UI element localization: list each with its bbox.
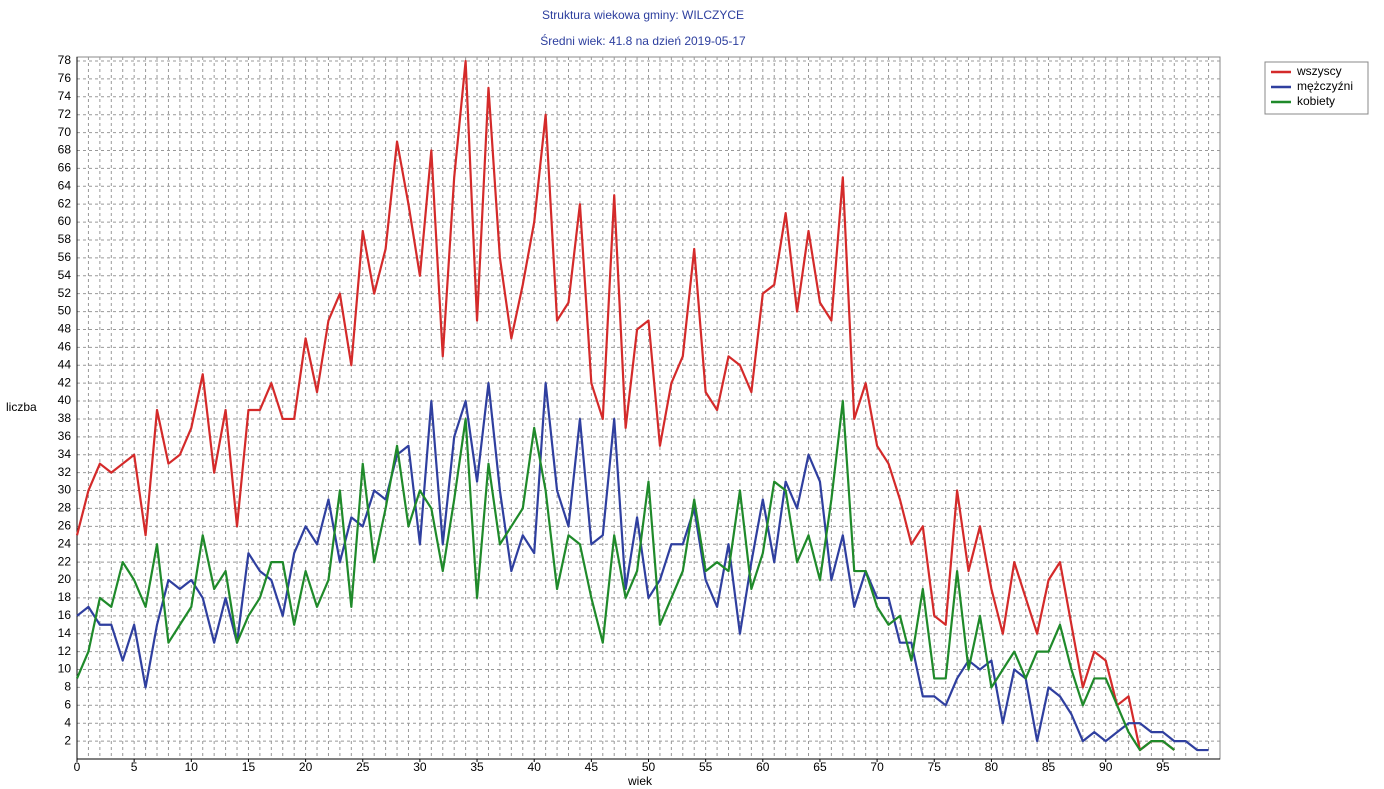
x-tick-label: 0	[74, 760, 81, 774]
y-tick-label: 46	[58, 340, 72, 354]
y-tick-label: 48	[58, 322, 72, 336]
y-tick-label: 52	[58, 286, 72, 300]
x-tick-label: 15	[242, 760, 256, 774]
y-tick-label: 18	[58, 590, 72, 604]
legend-label: mężczyźni	[1297, 79, 1353, 93]
x-tick-label: 90	[1099, 760, 1113, 774]
y-tick-label: 60	[58, 214, 72, 228]
y-tick-label: 74	[58, 89, 72, 103]
y-tick-label: 64	[58, 178, 72, 192]
y-tick-label: 44	[58, 357, 72, 371]
x-tick-label: 95	[1156, 760, 1170, 774]
y-axis-label: liczba	[6, 400, 37, 414]
x-tick-label: 60	[756, 760, 770, 774]
y-tick-label: 26	[58, 519, 72, 533]
y-tick-label: 30	[58, 483, 72, 497]
y-tick-label: 8	[64, 680, 71, 694]
x-tick-label: 80	[985, 760, 999, 774]
legend-label: wszyscy	[1296, 64, 1342, 78]
x-tick-label: 5	[131, 760, 138, 774]
y-tick-label: 34	[58, 447, 72, 461]
chart-title: Struktura wiekowa gminy: WILCZYCE	[542, 8, 744, 22]
x-tick-label: 30	[413, 760, 427, 774]
x-tick-label: 25	[356, 760, 370, 774]
x-tick-label: 50	[642, 760, 656, 774]
y-tick-label: 56	[58, 250, 72, 264]
y-tick-label: 6	[64, 697, 71, 711]
y-tick-label: 62	[58, 196, 72, 210]
legend-label: kobiety	[1297, 94, 1335, 108]
y-tick-label: 58	[58, 232, 72, 246]
y-tick-label: 16	[58, 608, 72, 622]
x-tick-label: 55	[699, 760, 713, 774]
y-tick-label: 70	[58, 125, 72, 139]
y-tick-label: 50	[58, 304, 72, 318]
x-tick-label: 65	[813, 760, 827, 774]
y-tick-label: 76	[58, 71, 72, 85]
y-tick-label: 78	[58, 53, 72, 67]
y-tick-label: 66	[58, 161, 72, 175]
y-tick-label: 22	[58, 554, 72, 568]
y-tick-label: 36	[58, 429, 72, 443]
y-tick-label: 24	[58, 536, 72, 550]
y-tick-label: 14	[58, 626, 72, 640]
y-tick-label: 68	[58, 143, 72, 157]
y-tick-label: 42	[58, 375, 72, 389]
y-tick-label: 10	[58, 662, 72, 676]
x-tick-label: 35	[470, 760, 484, 774]
y-tick-label: 40	[58, 393, 72, 407]
y-tick-label: 12	[58, 644, 72, 658]
series-line	[75, 399, 1175, 752]
x-tick-label: 45	[585, 760, 599, 774]
x-tick-label: 70	[870, 760, 884, 774]
x-tick-label: 10	[185, 760, 199, 774]
legend-box	[1264, 61, 1369, 115]
y-tick-label: 72	[58, 107, 72, 121]
y-tick-label: 38	[58, 411, 72, 425]
y-tick-label: 32	[58, 465, 72, 479]
y-tick-label: 54	[58, 268, 72, 282]
series-line	[76, 382, 1209, 752]
x-axis-label: wiek	[627, 774, 653, 788]
y-tick-label: 2	[64, 733, 71, 747]
x-tick-label: 20	[299, 760, 313, 774]
x-tick-label: 40	[528, 760, 542, 774]
x-tick-label: 75	[928, 760, 942, 774]
chart-subtitle: Średni wiek: 41.8 na dzień 2019-05-17	[540, 33, 746, 48]
y-tick-label: 20	[58, 572, 72, 586]
y-tick-label: 4	[64, 715, 71, 729]
x-tick-label: 85	[1042, 760, 1056, 774]
series-line	[75, 59, 1175, 752]
y-tick-label: 28	[58, 501, 72, 515]
